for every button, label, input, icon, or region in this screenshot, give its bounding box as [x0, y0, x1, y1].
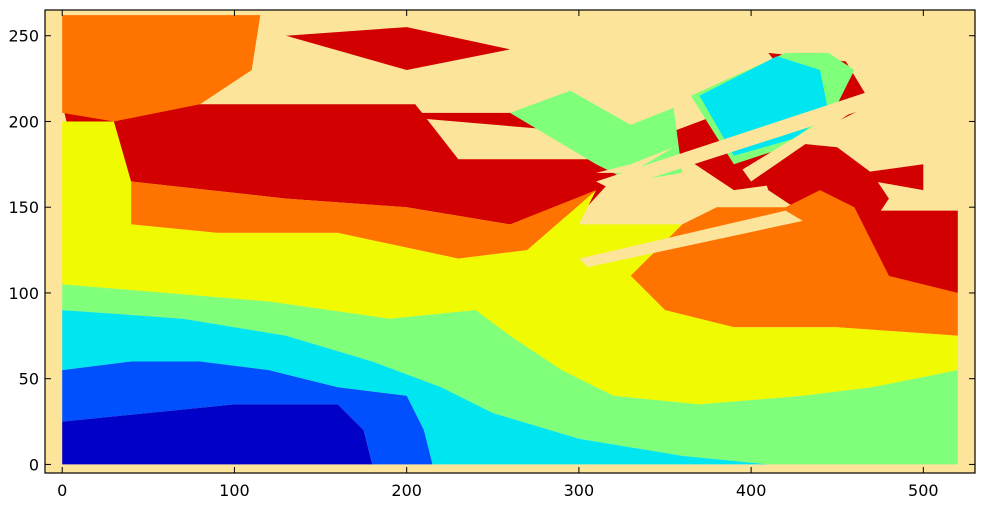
x-tick-label: 0: [57, 481, 67, 500]
contour-region-level-7: [286, 27, 510, 71]
y-tick-label: 250: [8, 27, 39, 46]
contour-region-level-7: [751, 138, 889, 225]
no-data-strip: [596, 90, 881, 191]
no-data-strip: [578, 210, 803, 268]
contour-region-level-4: [62, 284, 958, 465]
contour-region-level-4: [510, 90, 683, 182]
y-tick-label: 150: [8, 198, 39, 217]
y-tick-label: 200: [8, 112, 39, 131]
x-tick-label: 300: [564, 481, 595, 500]
x-tick-label: 200: [391, 481, 422, 500]
plot-frame: [44, 9, 976, 474]
contour-region-level-5: [62, 121, 597, 319]
x-tick-label: 100: [219, 481, 250, 500]
plot-area: [45, 10, 975, 473]
y-tick-label: 50: [19, 370, 39, 389]
contour-region-level-6: [131, 181, 597, 259]
contour-region-level-1: [62, 404, 373, 465]
y-tick-label: 0: [29, 455, 39, 474]
y-tick-label: 100: [8, 284, 39, 303]
contour-region-level-2: [62, 361, 433, 465]
x-tick-label: 500: [908, 481, 939, 500]
y-axis: 0 50 100 150 200 250: [8, 27, 975, 474]
x-axis: 0 100 200 300 400 500: [57, 10, 939, 500]
no-data-strip: [596, 147, 674, 173]
contour-region-level-7: [62, 104, 631, 225]
x-tick-label: 400: [736, 481, 767, 500]
contour-region-level-5: [475, 224, 958, 405]
contour-region-level-6: [630, 190, 958, 336]
contour-region-level-6: [62, 15, 261, 122]
contour-region-level-3: [62, 310, 769, 465]
no-data-strip: [742, 90, 872, 182]
